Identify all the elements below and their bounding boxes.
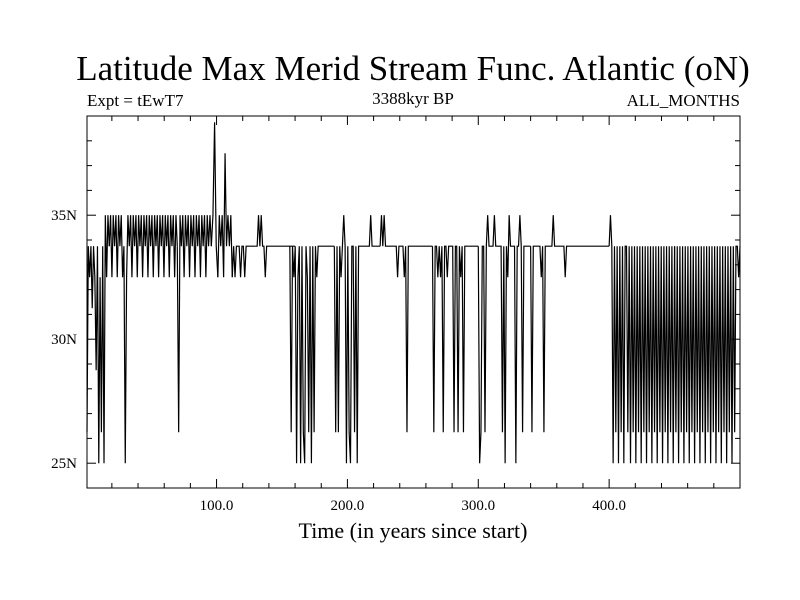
period-label: 3388kyr BP xyxy=(372,89,454,108)
experiment-label: Expt = tEwT7 xyxy=(87,91,184,110)
series-line-segment xyxy=(530,215,610,433)
chart-title: Latitude Max Merid Stream Func. Atlantic… xyxy=(76,49,750,88)
y-tick-label: 25N xyxy=(51,456,77,472)
series-line-segment xyxy=(231,245,256,278)
axis-ticks xyxy=(87,115,740,489)
y-tick-label: 30N xyxy=(51,332,77,348)
series-line-segment xyxy=(673,245,741,464)
x-tick-label: 100.0 xyxy=(200,498,234,514)
series-line-segment xyxy=(608,215,676,464)
data-series xyxy=(86,122,741,464)
axis-tick-labels: 100.0 200.0 300.0 400.0 25N 30N 35N xyxy=(51,208,626,514)
x-axis-label: Time (in years since start) xyxy=(299,518,528,543)
series-line-segment xyxy=(333,215,381,464)
series-line-segment xyxy=(431,245,479,433)
series-line-segment xyxy=(176,215,212,433)
series-line-segment xyxy=(108,215,178,464)
series-line-segment xyxy=(379,215,433,433)
x-tick-label: 400.0 xyxy=(592,498,626,514)
y-tick-label: 35N xyxy=(51,208,77,224)
x-tick-label: 300.0 xyxy=(461,498,495,514)
series-line-segment xyxy=(255,215,296,278)
x-tick-label: 200.0 xyxy=(331,498,365,514)
series-line-segment xyxy=(86,215,110,464)
series-line-segment xyxy=(217,153,233,278)
plot-frame xyxy=(86,115,741,489)
months-label: ALL_MONTHS xyxy=(627,91,740,110)
series-line-segment xyxy=(289,245,335,464)
series-line-segment xyxy=(210,122,219,278)
series-line-segment xyxy=(477,215,531,464)
